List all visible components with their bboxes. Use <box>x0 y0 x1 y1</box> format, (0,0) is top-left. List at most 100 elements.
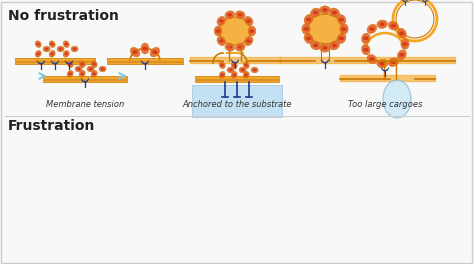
Ellipse shape <box>306 37 311 40</box>
Ellipse shape <box>307 14 343 44</box>
Ellipse shape <box>229 69 232 71</box>
Ellipse shape <box>68 72 72 75</box>
Ellipse shape <box>64 43 68 46</box>
Ellipse shape <box>320 44 330 52</box>
Ellipse shape <box>362 44 370 55</box>
Ellipse shape <box>391 24 396 28</box>
Ellipse shape <box>380 22 385 26</box>
Ellipse shape <box>64 53 68 55</box>
Ellipse shape <box>399 31 404 35</box>
Ellipse shape <box>43 46 50 52</box>
Ellipse shape <box>304 15 313 25</box>
FancyBboxPatch shape <box>195 79 279 82</box>
Ellipse shape <box>232 64 236 67</box>
Ellipse shape <box>369 27 374 31</box>
FancyBboxPatch shape <box>43 79 127 82</box>
Ellipse shape <box>388 58 398 67</box>
Ellipse shape <box>68 63 72 65</box>
Ellipse shape <box>35 50 41 57</box>
Ellipse shape <box>87 66 94 72</box>
Ellipse shape <box>217 16 226 26</box>
Ellipse shape <box>239 67 246 73</box>
Ellipse shape <box>220 64 224 67</box>
Ellipse shape <box>329 8 339 17</box>
Ellipse shape <box>36 53 40 55</box>
Ellipse shape <box>219 39 224 43</box>
Ellipse shape <box>340 24 348 34</box>
Ellipse shape <box>225 43 235 51</box>
Ellipse shape <box>228 13 232 17</box>
Ellipse shape <box>313 44 318 47</box>
Ellipse shape <box>337 15 346 25</box>
Ellipse shape <box>238 45 243 49</box>
Ellipse shape <box>339 37 344 40</box>
Ellipse shape <box>313 11 318 15</box>
Ellipse shape <box>150 47 160 57</box>
Ellipse shape <box>322 46 328 50</box>
Ellipse shape <box>329 41 339 50</box>
Ellipse shape <box>214 26 222 36</box>
Ellipse shape <box>89 68 92 70</box>
Ellipse shape <box>49 41 55 48</box>
FancyBboxPatch shape <box>107 62 183 64</box>
Ellipse shape <box>133 50 137 54</box>
Ellipse shape <box>231 62 237 68</box>
Ellipse shape <box>59 48 63 50</box>
Ellipse shape <box>141 43 149 54</box>
Text: Anchored to the substrate: Anchored to the substrate <box>182 100 292 109</box>
Ellipse shape <box>243 72 249 78</box>
Ellipse shape <box>73 48 76 50</box>
Ellipse shape <box>363 48 368 51</box>
Ellipse shape <box>67 70 73 77</box>
Ellipse shape <box>246 39 251 43</box>
Text: No frustration: No frustration <box>8 9 119 23</box>
Ellipse shape <box>310 41 320 50</box>
Ellipse shape <box>367 54 377 64</box>
Ellipse shape <box>225 11 235 19</box>
Ellipse shape <box>302 24 310 34</box>
Ellipse shape <box>245 73 248 76</box>
FancyBboxPatch shape <box>43 76 127 79</box>
Ellipse shape <box>50 53 54 55</box>
Ellipse shape <box>75 66 82 72</box>
Ellipse shape <box>79 61 85 68</box>
Ellipse shape <box>362 33 370 44</box>
Ellipse shape <box>91 70 97 77</box>
Ellipse shape <box>143 46 147 50</box>
Text: Membrane tension: Membrane tension <box>46 100 124 109</box>
Ellipse shape <box>81 72 84 75</box>
Ellipse shape <box>220 73 224 76</box>
Ellipse shape <box>227 67 234 73</box>
FancyBboxPatch shape <box>195 76 279 79</box>
Ellipse shape <box>79 70 85 77</box>
Ellipse shape <box>99 66 106 72</box>
Ellipse shape <box>130 47 140 57</box>
Ellipse shape <box>402 42 408 46</box>
Ellipse shape <box>399 53 404 57</box>
FancyBboxPatch shape <box>15 58 95 61</box>
Ellipse shape <box>332 44 337 47</box>
Ellipse shape <box>45 48 48 50</box>
Ellipse shape <box>304 34 313 44</box>
Ellipse shape <box>377 20 387 28</box>
Ellipse shape <box>67 61 73 68</box>
Ellipse shape <box>322 8 328 12</box>
Ellipse shape <box>101 68 104 70</box>
Ellipse shape <box>243 62 249 68</box>
Ellipse shape <box>50 43 54 46</box>
Ellipse shape <box>253 69 256 71</box>
Ellipse shape <box>251 67 258 73</box>
Ellipse shape <box>81 63 84 65</box>
Ellipse shape <box>369 57 374 61</box>
Ellipse shape <box>310 8 320 17</box>
Ellipse shape <box>339 18 344 21</box>
Ellipse shape <box>92 63 96 65</box>
Ellipse shape <box>320 6 330 14</box>
Ellipse shape <box>57 46 64 52</box>
Ellipse shape <box>303 27 309 31</box>
Ellipse shape <box>397 28 406 38</box>
Ellipse shape <box>245 16 253 26</box>
Ellipse shape <box>71 46 78 52</box>
Ellipse shape <box>238 13 243 17</box>
Ellipse shape <box>92 72 96 75</box>
